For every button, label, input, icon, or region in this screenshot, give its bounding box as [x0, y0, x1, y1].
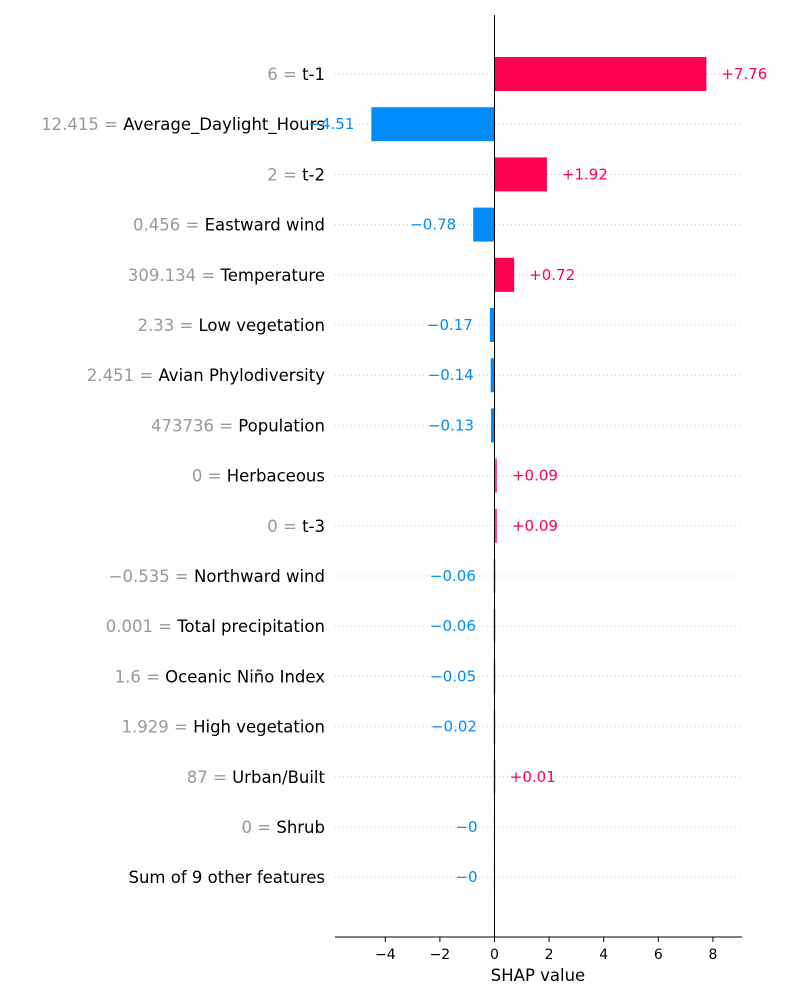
feature-name: Average_Daylight_Hours: [123, 115, 325, 135]
x-tick-label: 6: [654, 947, 663, 963]
bar: [494, 508, 497, 543]
row-label: 0.001 = Total precipitation: [106, 617, 325, 636]
feature-name: Sum of 9 other features: [128, 868, 325, 887]
row-label: 2 = t-2: [267, 165, 325, 184]
x-tick-label: 4: [599, 947, 608, 963]
feature-name: Urban/Built: [232, 768, 325, 787]
bar: [371, 107, 495, 142]
feature-value: 473736 =: [151, 416, 238, 435]
row-label: 2.451 = Avian Phylodiversity: [87, 366, 325, 385]
row-label: 0 = t-3: [267, 517, 325, 536]
feature-name: Temperature: [219, 266, 325, 285]
feature-name: t-1: [302, 65, 325, 84]
row-label: 1.929 = High vegetation: [122, 718, 325, 737]
value-label: −0.14: [428, 366, 474, 384]
feature-value: 6 =: [267, 65, 302, 84]
row-label: 309.134 = Temperature: [128, 266, 325, 285]
bar: [490, 358, 495, 393]
row-label: 1.6 = Oceanic Niño Index: [115, 667, 326, 686]
bar: [494, 257, 515, 292]
x-tick-label: 0: [490, 947, 499, 963]
x-axis: −4 −2 0 2 4 6 8: [335, 936, 742, 963]
row-label: 0.456 = Eastward wind: [133, 216, 325, 235]
bar: [494, 458, 497, 493]
bar: [490, 408, 495, 443]
row-label: Sum of 9 other features: [128, 868, 325, 887]
x-tick-label: 8: [708, 947, 717, 963]
value-label: +7.76: [721, 65, 767, 83]
feature-value: 0 =: [192, 467, 227, 486]
row-label: 0 = Herbaceous: [192, 467, 325, 486]
row-label: 87 = Urban/Built: [187, 768, 326, 787]
bar: [473, 207, 495, 242]
feature-name: High vegetation: [193, 718, 325, 737]
value-label: −0.05: [430, 667, 476, 685]
value-label: +1.92: [562, 165, 608, 183]
value-label: −0.06: [430, 567, 476, 585]
row-label: −0.535 = Northward wind: [109, 567, 325, 586]
value-label: +0.09: [512, 467, 558, 485]
feature-value: 0.456 =: [133, 216, 205, 235]
feature-value: 1.929 =: [122, 718, 194, 737]
feature-value: 0.001 =: [106, 617, 178, 636]
x-tick-label: −4: [375, 947, 396, 963]
row-label: 2.33 = Low vegetation: [137, 316, 325, 335]
x-tick-label: 2: [545, 947, 554, 963]
feature-name: Herbaceous: [227, 467, 325, 486]
feature-value: 2 =: [267, 165, 302, 184]
value-label: −0: [455, 868, 477, 886]
feature-value: −0.535 =: [109, 567, 194, 586]
feature-value: 309.134 =: [128, 266, 221, 285]
feature-name: Shrub: [276, 818, 325, 837]
feature-name: t-2: [302, 165, 325, 184]
feature-value: 2.451 =: [87, 366, 159, 385]
feature-name: Low vegetation: [199, 316, 325, 335]
feature-value: 87 =: [187, 768, 232, 787]
bar: [494, 157, 547, 192]
bar: [489, 308, 495, 342]
feature-name: t-3: [302, 517, 325, 536]
feature-name: Eastward wind: [205, 216, 325, 235]
value-label: +0.09: [512, 517, 558, 535]
feature-value: 2.33 =: [137, 316, 198, 335]
feature-value: 12.415 =: [41, 115, 123, 134]
row-label: 12.415 = Average_Daylight_Hours: [41, 115, 325, 135]
x-tick-label: −2: [430, 947, 451, 963]
row-label: 6 = t-1: [267, 65, 325, 84]
value-label: +0.01: [510, 768, 556, 786]
value-label: −0.78: [410, 216, 456, 234]
feature-name: Northward wind: [194, 567, 325, 586]
x-axis-label: SHAP value: [491, 966, 585, 985]
bars: [371, 57, 707, 895]
row-labels: 6 = t-1 12.415 = Average_Daylight_Hours 2 …: [41, 65, 325, 887]
value-label: +0.72: [529, 266, 575, 284]
value-labels: +7.76 −4.51 +1.92 −0.78 +0.72 −0.17 −0.14 −0.13…: [308, 65, 767, 886]
feature-name: Avian Phylodiversity: [158, 366, 325, 385]
value-label: −0.06: [430, 617, 476, 635]
value-label: −4.51: [308, 115, 354, 133]
feature-name: Total precipitation: [176, 617, 325, 636]
value-label: −0.02: [431, 718, 477, 736]
feature-value: 0 =: [242, 818, 277, 837]
feature-value: 1.6 =: [115, 667, 166, 686]
feature-name: Population: [238, 416, 325, 435]
row-label: 473736 = Population: [151, 416, 325, 435]
feature-value: 0 =: [267, 517, 302, 536]
feature-name: Oceanic Niño Index: [165, 667, 325, 686]
value-label: −0.13: [428, 416, 474, 434]
value-label: −0: [455, 818, 477, 836]
bar: [494, 57, 707, 91]
value-label: −0.17: [427, 316, 473, 334]
row-label: 0 = Shrub: [242, 818, 325, 837]
